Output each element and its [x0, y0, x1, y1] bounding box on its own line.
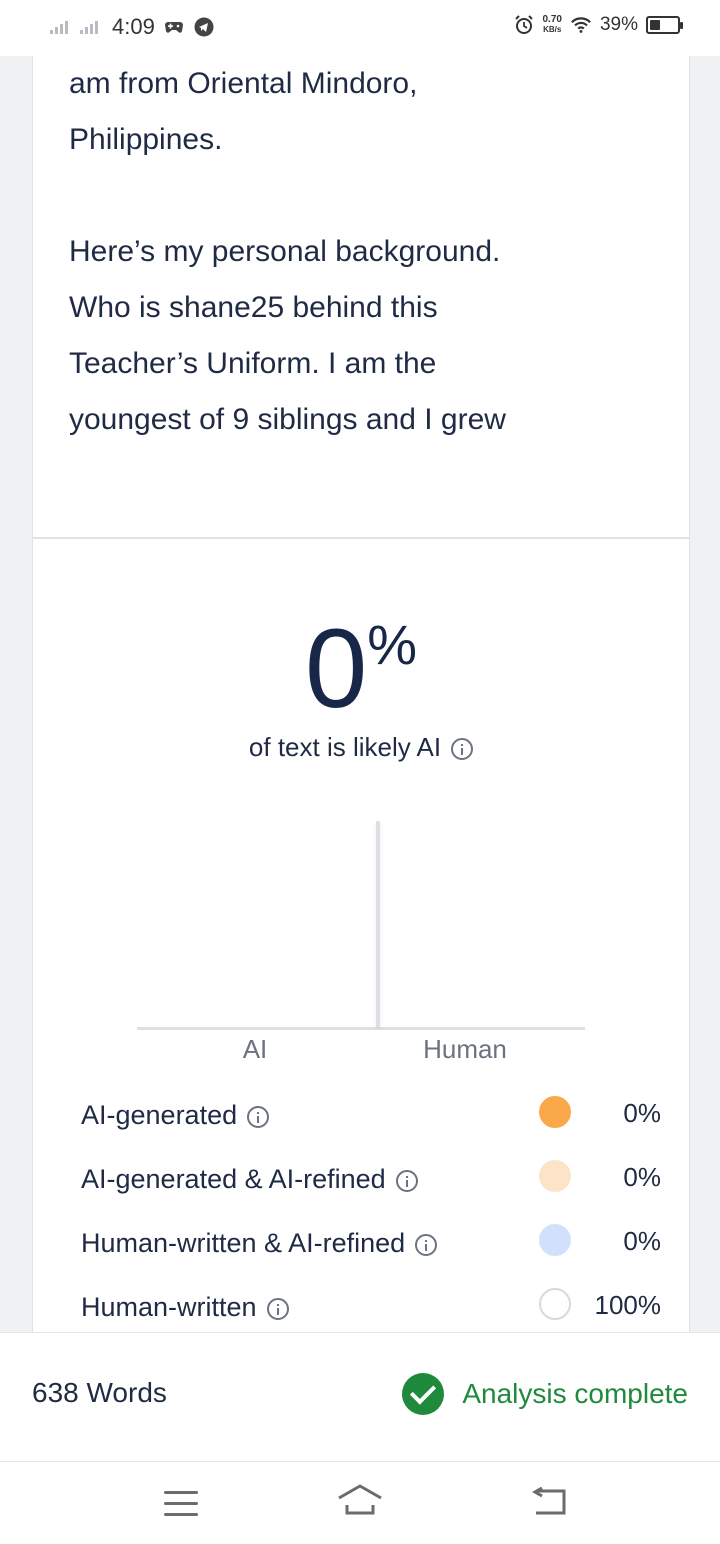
legend-swatch	[539, 1160, 571, 1192]
legend-row: Human-written 100%	[81, 1288, 671, 1352]
alarm-icon	[513, 14, 535, 36]
essay-line: Here’s my personal background.	[69, 235, 501, 268]
navigation-bar	[0, 1461, 720, 1544]
legend-swatch	[539, 1224, 571, 1256]
breakdown-legend: AI-generated 0% AI-generated & AI-refined 0…	[81, 1096, 671, 1352]
battery-percent: 39%	[599, 14, 638, 35]
essay-line: Who is shane25 behind this	[69, 291, 438, 324]
legend-row: Human-written & AI-refined 0%	[81, 1224, 671, 1288]
signal-icon	[50, 20, 72, 34]
legend-value: 0%	[623, 1226, 661, 1256]
status-bar: 4:09 0.70 KB/s 39%	[0, 0, 720, 56]
home-icon[interactable]	[336, 1483, 384, 1519]
info-icon[interactable]	[266, 1297, 289, 1320]
legend-label: AI-generated	[81, 1100, 270, 1131]
ai-percentage: 0%	[33, 604, 689, 733]
essay-line: Teacher’s Uniform. I am the	[69, 347, 437, 380]
ai-percentage-sign: %	[367, 613, 418, 676]
info-icon[interactable]	[395, 1169, 418, 1192]
chart-baseline	[137, 1027, 585, 1030]
analysis-status: Analysis complete	[402, 1373, 688, 1415]
info-icon[interactable]	[415, 1233, 438, 1256]
telegram-icon	[193, 16, 215, 38]
status-left: 4:09	[50, 14, 215, 40]
legend-value: 0%	[623, 1098, 661, 1128]
clock: 4:09	[112, 14, 155, 39]
x-tick-label: AI	[242, 1034, 268, 1064]
menu-icon[interactable]	[164, 1491, 198, 1517]
status-right: 0.70 KB/s 39%	[513, 14, 683, 36]
essay-line: Philippines.	[69, 123, 223, 156]
word-count: 638 Words	[32, 1377, 167, 1408]
info-icon[interactable]	[451, 738, 474, 761]
legend-label: Human-written & AI-refined	[81, 1228, 438, 1259]
wifi-icon	[570, 14, 592, 36]
essay-line: am from Oriental Mindoro,	[69, 67, 418, 100]
back-icon[interactable]	[530, 1486, 568, 1517]
legend-value: 0%	[623, 1162, 661, 1192]
legend-label: Human-written	[81, 1292, 289, 1323]
legend-row: AI-generated & AI-refined 0%	[81, 1160, 671, 1224]
analysis-status-text: Analysis complete	[462, 1378, 688, 1409]
legend-label: AI-generated & AI-refined	[81, 1164, 418, 1195]
essay-line: youngest of 9 siblings and I grew	[69, 403, 506, 436]
bar-human	[376, 821, 380, 1027]
ai-percentage-value: 0	[304, 606, 367, 731]
network-speed: 0.70 KB/s	[542, 14, 562, 35]
info-icon[interactable]	[247, 1105, 270, 1128]
legend-value: 100%	[594, 1290, 662, 1320]
section-divider	[33, 537, 689, 539]
battery-icon	[646, 16, 683, 34]
legend-swatch	[539, 1096, 571, 1128]
ai-percentage-caption: of text is likely AI	[33, 732, 689, 763]
legend-row: AI-generated 0%	[81, 1096, 671, 1160]
analysis-footer: 638 Words Analysis complete	[0, 1332, 720, 1462]
x-tick-label: Human	[423, 1034, 507, 1064]
game-controller-icon	[163, 16, 185, 38]
caption-text: of text is likely AI	[248, 732, 442, 762]
legend-swatch	[539, 1288, 571, 1320]
signal-icon	[80, 20, 102, 34]
essay-text[interactable]: am from Oriental Mindoro, Philippines. H…	[69, 56, 669, 448]
check-circle-icon	[402, 1373, 445, 1415]
ai-vs-human-chart: AI Human	[137, 816, 587, 1076]
result-card: am from Oriental Mindoro, Philippines. H…	[32, 56, 690, 1356]
